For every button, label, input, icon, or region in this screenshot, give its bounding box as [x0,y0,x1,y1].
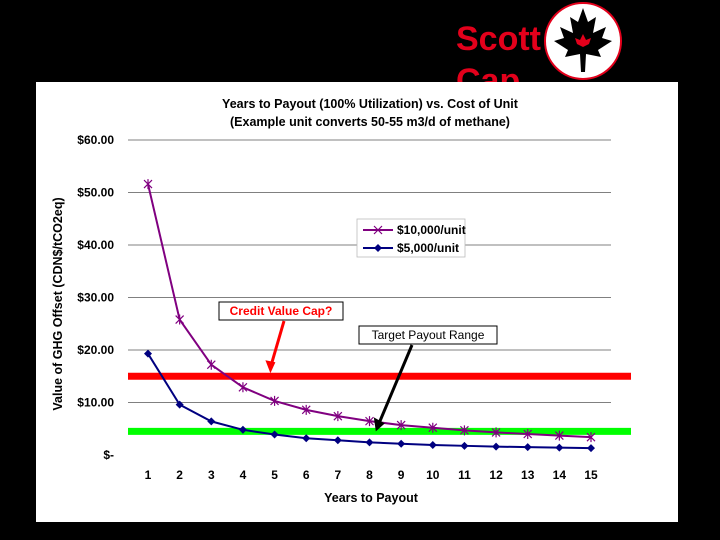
brand-title-line1: Scott [456,20,541,58]
x-tick-label: 4 [240,468,247,482]
target-range-arrowhead [373,417,385,432]
chart-panel: Years to Payout (100% Utilization) vs. C… [36,82,678,522]
data-point [143,179,153,190]
data-point [555,443,564,452]
data-point [428,441,437,450]
data-point [523,429,533,439]
y-tick-label: $20.00 [77,343,114,357]
data-point [238,425,247,434]
y-axis-label: Value of GHG Offset (CDN$/tCO2eq) [51,197,65,410]
data-point [397,439,406,448]
x-tick-label: 1 [145,468,152,482]
chart-title: Years to Payout (100% Utilization) vs. C… [222,97,519,111]
y-tick-label: $30.00 [77,291,114,305]
x-tick-label: 12 [489,468,503,482]
data-point [428,422,438,433]
data-point [491,427,501,438]
data-point [460,441,469,450]
data-point [460,425,469,436]
maple-leaf-icon [544,2,622,80]
x-tick-label: 8 [366,468,373,482]
data-point [238,382,248,393]
data-point [333,436,342,445]
x-tick-label: 6 [303,468,310,482]
legend-marker [373,225,383,235]
data-point [492,442,501,451]
data-point [144,349,152,358]
annotation-credit-cap-text: Credit Value Cap? [230,304,333,318]
x-tick-label: 9 [398,468,405,482]
data-point [586,432,596,443]
chart-subtitle: (Example unit converts 50-55 m3/d of met… [230,115,510,129]
annotation-credit-cap: Credit Value Cap? [218,301,344,321]
annotation-target-range: Target Payout Range [358,325,498,345]
y-tick-label: $60.00 [77,133,114,147]
y-tick-label: $- [103,448,114,462]
data-point [333,411,343,422]
y-tick-label: $50.00 [77,186,114,200]
x-tick-label: 13 [521,468,535,482]
data-point [365,416,374,427]
legend: $10,000/unit $5,000/unit [356,218,466,258]
data-point [301,404,311,415]
x-axis-label: Years to Payout [324,491,419,505]
annotation-target-range-text: Target Payout Range [372,328,485,342]
x-tick-label: 3 [208,468,215,482]
data-point [365,438,374,447]
credit-cap-arrowhead [265,360,276,374]
x-tick-label: 2 [176,468,183,482]
x-tick-label: 15 [584,468,598,482]
data-point [270,430,279,439]
x-tick-label: 7 [335,468,342,482]
legend-label: $10,000/unit [397,223,466,237]
y-tick-label: $10.00 [77,396,114,410]
data-point [396,420,406,431]
data-point [207,417,216,426]
data-point [175,400,184,409]
series-ten-thousand [143,179,596,443]
target-range-arrow [378,344,414,422]
legend-marker [374,244,382,252]
y-tick-label: $40.00 [77,238,114,252]
data-point [554,430,564,441]
data-point [302,434,311,443]
legend-label: $5,000/unit [397,241,459,255]
data-point [206,359,216,370]
series-five-thousand [144,349,595,453]
line-chart: Years to Payout (100% Utilization) vs. C… [51,97,631,505]
x-tick-label: 14 [553,468,567,482]
x-tick-label: 11 [458,468,471,482]
data-point [175,314,185,325]
x-tick-label: 10 [426,468,440,482]
x-tick-label: 5 [271,468,278,482]
data-point [523,443,532,452]
data-point [587,444,595,453]
data-point [270,395,279,406]
credit-cap-arrow [269,320,286,365]
